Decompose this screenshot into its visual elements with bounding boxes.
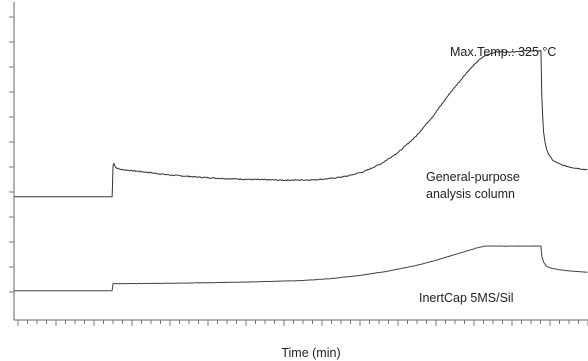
annotation-max-temp: Max.Temp.: 325 °C <box>450 45 556 59</box>
x-axis-label: Time (min) <box>281 346 340 360</box>
annotation-general-purpose-line-2: analysis column <box>426 187 515 201</box>
series-line-general-purpose <box>14 49 588 198</box>
x-axis-ticks <box>17 320 588 326</box>
annotation-general-purpose-line-1: General-purpose <box>426 170 520 184</box>
annotation-general-purpose-column: General-purpose analysis column <box>426 170 523 201</box>
series-line-inertcap <box>14 245 588 292</box>
annotation-inertcap-column: InertCap 5MS/Sil <box>419 291 513 305</box>
y-axis-ticks <box>9 16 14 293</box>
chromatogram-traces <box>14 49 588 292</box>
